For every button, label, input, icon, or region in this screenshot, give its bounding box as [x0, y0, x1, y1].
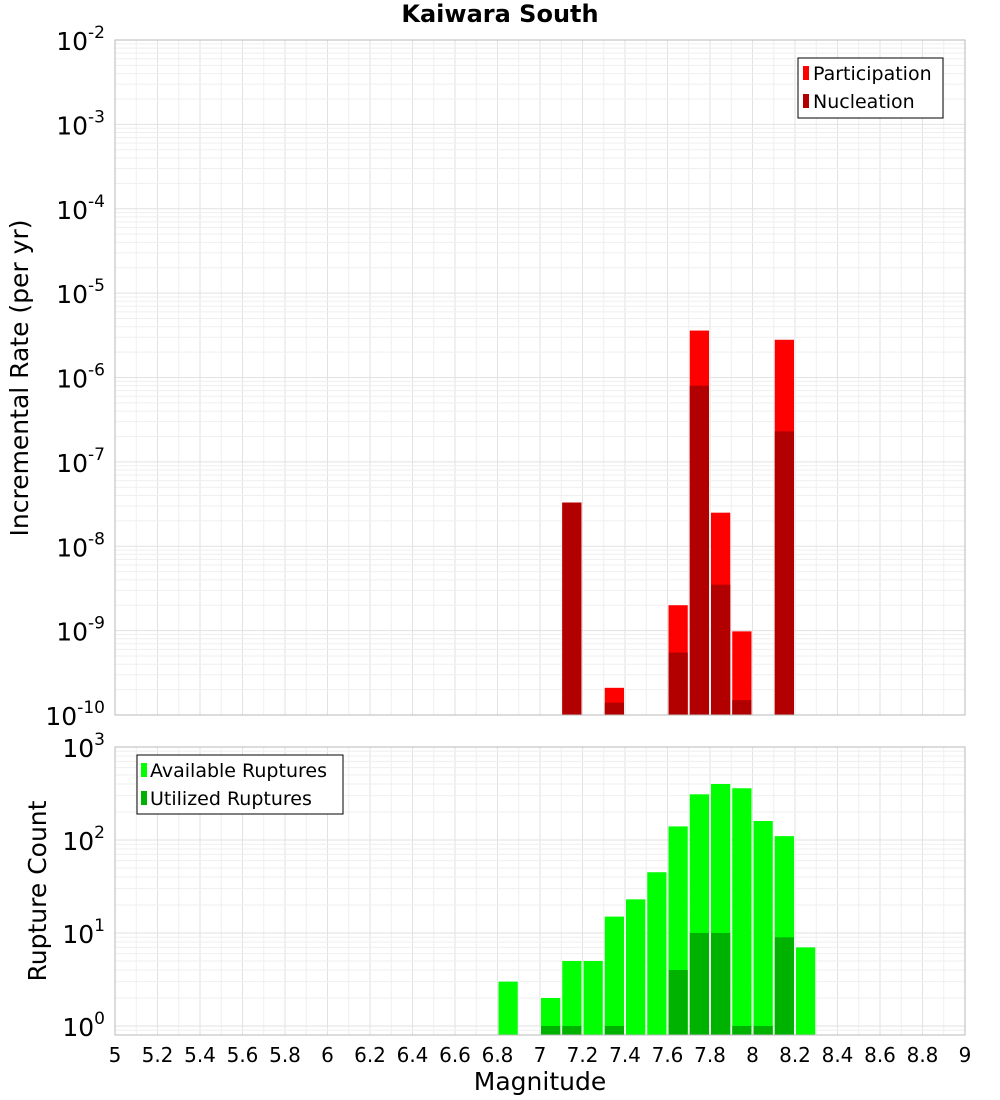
x-tick-label: 6.4: [397, 1043, 429, 1067]
top-legend-box: [797, 57, 944, 119]
bottom-bar-available-ruptures: [541, 997, 561, 1035]
x-tick-label: 9: [959, 1043, 972, 1067]
top-y-tick-label: 10-3: [56, 107, 105, 140]
top-bar-nucleation: [774, 431, 794, 715]
bottom-bar-available-ruptures: [604, 916, 624, 1035]
top-grid: [114, 39, 966, 716]
top-bar-nucleation: [732, 700, 752, 715]
top-y-tick-label: 10-6: [56, 361, 105, 394]
top-y-tick-label: 10-5: [56, 276, 105, 309]
legend-swatch-available-ruptures: [141, 763, 147, 777]
top-bar-nucleation: [562, 502, 582, 715]
bottom-y-tick-label: 103: [62, 730, 105, 763]
x-tick-label: 8.2: [779, 1043, 811, 1067]
top-plot-frame: [114, 39, 966, 716]
bottom-bar-utilized-ruptures: [753, 1025, 773, 1035]
top-bar-participation: [732, 631, 752, 715]
chart-title: Kaiwara South: [401, 0, 598, 28]
bottom-bar-utilized-ruptures: [711, 932, 731, 1035]
legend-label-available-ruptures: Available Ruptures: [150, 760, 327, 782]
x-ticks: 5 5.2 5.4 5.6 5.8 6 6.2 6.4 6.6 6.8 7 7.2 7.4 7.6 7.8 8…: [109, 1043, 972, 1067]
x-tick-label: 8.6: [864, 1043, 896, 1067]
top-bar-nucleation: [711, 584, 731, 715]
x-tick-label: 5.6: [227, 1043, 259, 1067]
bottom-bars: [498, 784, 816, 1035]
bottom-bar-utilized-ruptures: [774, 937, 794, 1035]
x-tick-label: 7: [534, 1043, 547, 1067]
legend-swatch-nucleation: [803, 94, 809, 108]
x-tick-label: 7.4: [609, 1043, 641, 1067]
x-tick-label: 8.8: [907, 1043, 939, 1067]
bottom-bar-available-ruptures: [562, 960, 582, 1035]
bottom-legend: Available Ruptures Utilized Ruptures: [136, 754, 344, 815]
legend-label-utilized-ruptures: Utilized Ruptures: [150, 788, 312, 810]
top-panel: 10-10 10-9 10-8 10-7 10-6 10-5 10-4 10-3 10-2 In…: [5, 23, 966, 731]
bottom-panel: 100 101 102 103 5 5.2 5.4 5.6 5.8 6 6.2 6.4 6.6 6.8 7…: [23, 730, 971, 1096]
bottom-bar-available-ruptures: [796, 947, 816, 1035]
bottom-y-tick-label: 100: [62, 1009, 105, 1042]
legend-label-nucleation: Nucleation: [813, 91, 915, 113]
bottom-y-tick-label: 102: [62, 823, 105, 856]
bottom-bar-utilized-ruptures: [689, 932, 709, 1035]
top-bar-nucleation: [668, 652, 688, 715]
top-bars: [562, 330, 794, 715]
x-tick-label: 5.4: [184, 1043, 216, 1067]
bottom-bar-utilized-ruptures: [541, 1025, 561, 1035]
bottom-bar-available-ruptures: [753, 821, 773, 1035]
legend-swatch-utilized-ruptures: [141, 791, 147, 805]
x-tick-label: 6.8: [482, 1043, 514, 1067]
bottom-bar-utilized-ruptures: [732, 1025, 752, 1035]
top-y-tick-label: 10-2: [56, 23, 105, 56]
top-bar-nucleation: [689, 385, 709, 715]
bottom-bar-utilized-ruptures: [604, 1025, 624, 1035]
x-tick-label: 6.6: [439, 1043, 471, 1067]
bottom-plot-frame: [114, 746, 966, 1036]
x-tick-label: 5.8: [269, 1043, 301, 1067]
top-y-axis-label: Incremental Rate (per yr): [5, 220, 34, 537]
top-y-tick-label: 10-10: [45, 698, 105, 731]
top-bar-nucleation: [604, 702, 624, 715]
top-y-tick-label: 10-4: [56, 192, 105, 225]
x-tick-label: 8.4: [822, 1043, 854, 1067]
top-y-tick-label: 10-8: [56, 529, 105, 562]
x-tick-label: 5: [109, 1043, 122, 1067]
bottom-bar-available-ruptures: [583, 960, 603, 1035]
top-legend: Participation Nucleation: [797, 57, 944, 119]
x-tick-label: 6: [321, 1043, 334, 1067]
legend-swatch-participation: [803, 66, 809, 80]
bottom-bar-available-ruptures: [732, 788, 752, 1035]
top-y-tick-label: 10-9: [56, 614, 105, 647]
bottom-legend-box: [136, 754, 344, 815]
x-axis-label: Magnitude: [474, 1067, 606, 1096]
x-tick-label: 7.2: [567, 1043, 599, 1067]
bottom-bar-available-ruptures: [498, 981, 518, 1035]
bottom-bar-utilized-ruptures: [562, 1025, 582, 1035]
x-tick-label: 7.6: [652, 1043, 684, 1067]
bottom-bar-available-ruptures: [647, 872, 667, 1035]
bottom-bar-available-ruptures: [626, 899, 646, 1035]
x-tick-label: 8: [746, 1043, 759, 1067]
top-y-tick-label: 10-7: [56, 445, 105, 478]
bottom-y-ticks: 100 101 102 103: [62, 730, 105, 1042]
bottom-y-axis-label: Rupture Count: [23, 800, 52, 981]
legend-label-participation: Participation: [813, 63, 932, 85]
x-tick-label: 7.8: [694, 1043, 726, 1067]
x-tick-label: 6.2: [354, 1043, 386, 1067]
bottom-y-tick-label: 101: [62, 916, 105, 949]
bottom-bar-utilized-ruptures: [668, 969, 688, 1035]
top-y-ticks: 10-10 10-9 10-8 10-7 10-6 10-5 10-4 10-3 10-2: [45, 23, 105, 731]
x-tick-label: 5.2: [142, 1043, 174, 1067]
